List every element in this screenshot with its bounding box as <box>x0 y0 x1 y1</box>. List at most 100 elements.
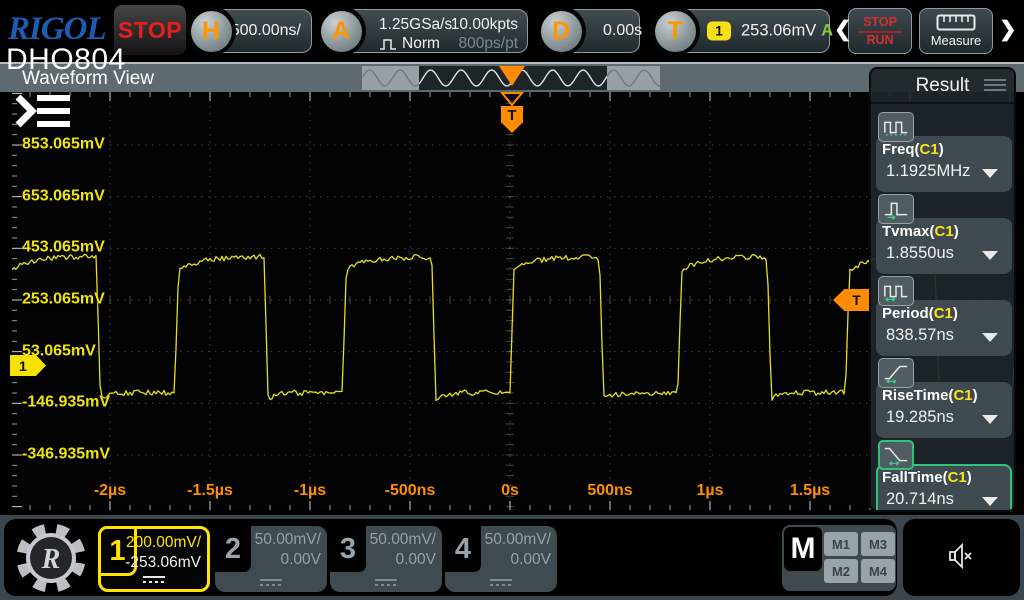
voltage-axis-label: 53.065mV <box>22 341 96 359</box>
measurement-value: 1.1925MHz <box>886 162 971 180</box>
math-m2-button[interactable]: M2 <box>824 559 858 583</box>
channel-4-button[interactable]: 4 50.00mV/0.00V <box>445 526 557 592</box>
delay-value: 0.00s <box>603 22 643 39</box>
channel-number: 2 <box>215 526 251 572</box>
voltage-axis-label: 653.065mV <box>22 186 105 204</box>
trigger-position-triangle[interactable] <box>499 66 525 86</box>
rigol-gear-icon: R <box>16 523 86 592</box>
quick-menu-icon[interactable] <box>12 92 72 130</box>
measurement-card-tvmax[interactable]: Tvmax(C1) 1.8550us <box>876 194 1012 274</box>
channel-offset: 0.00V <box>395 551 436 568</box>
time-axis-label: 0s <box>501 482 519 499</box>
horizontal-key-circle[interactable]: H <box>186 6 236 56</box>
measurement-card-freq[interactable]: Freq(C1) 1.1925MHz <box>876 112 1012 192</box>
math-m4-button[interactable]: M4 <box>861 559 895 583</box>
toolbar-next-chevron[interactable]: ❯ <box>999 18 1017 41</box>
dc-coupling-icon <box>375 579 397 586</box>
tvmax-icon <box>878 194 914 224</box>
trigger-top-flag[interactable]: T <box>501 106 523 133</box>
channel-offset: -253.06mV <box>125 554 201 571</box>
horizontal-key-letter: H <box>190 10 232 52</box>
panel-menu-icon[interactable] <box>984 79 1006 94</box>
result-title-text: Result <box>915 74 970 96</box>
falltime-icon <box>878 440 914 470</box>
measurement-card-body <box>876 300 1012 356</box>
channel-scale: 50.00mV/ <box>484 531 551 548</box>
math-m1-button[interactable]: M1 <box>824 532 858 556</box>
top-toolbar: RIGOL STOP 500.00ns/ H 1.25GSa/s Norm 10… <box>0 0 1024 62</box>
stop-run-top: STOP <box>858 15 902 33</box>
time-axis-label: 500ns <box>587 482 633 499</box>
voltage-axis-label: -346.935mV <box>22 445 111 463</box>
channel-scale: 200.00mV/ <box>126 534 201 551</box>
rigol-gear-button[interactable]: R <box>8 522 94 593</box>
time-axis-label: -500ns <box>384 482 436 499</box>
channel-3-button[interactable]: 3 50.00mV/0.00V <box>330 526 442 592</box>
measurement-card-period[interactable]: Period(C1) 838.57ns <box>876 276 1012 356</box>
channel-1-button[interactable]: 1 200.00mV/ -253.06mV <box>98 526 210 592</box>
dc-coupling-icon <box>490 579 512 586</box>
acquire-settings-button[interactable]: 1.25GSa/s Norm 10.00kpts 800ps/pt A <box>316 6 528 56</box>
measure-label: Measure <box>930 33 982 48</box>
measurement-label: FallTime(C1) <box>882 469 972 486</box>
delay-key-circle[interactable]: D <box>536 6 586 56</box>
dc-coupling-icon <box>260 579 282 586</box>
resolution-value: 800ps/pt <box>458 35 518 52</box>
voltage-axis-label: 853.065mV <box>22 135 105 153</box>
horizontal-scale-value: 500.00ns/ <box>230 22 301 39</box>
pulse-icon <box>380 38 396 50</box>
mute-speaker-icon[interactable] <box>947 542 975 570</box>
result-panel-title: Result <box>871 69 1014 104</box>
trigger-state: A <box>821 21 834 40</box>
voltage-axis-label: -146.935mV <box>22 393 111 411</box>
horizontal-settings-button[interactable]: 500.00ns/ H <box>186 6 312 56</box>
delay-settings-button[interactable]: 0.00s D <box>536 6 643 56</box>
time-axis-label: -2µs <box>93 482 127 499</box>
memory-depth-value: 10.00kpts <box>450 16 518 33</box>
measurement-value: 20.714ns <box>886 490 954 508</box>
period-icon <box>878 276 914 306</box>
measure-button[interactable]: Measure <box>919 8 993 54</box>
channel-1-offset-marker[interactable]: 1 <box>10 355 46 376</box>
measurement-label: Tvmax(C1) <box>882 223 959 240</box>
freq-icon <box>878 112 914 142</box>
measurement-label: Freq(C1) <box>882 141 944 158</box>
math-key[interactable]: M <box>784 527 822 571</box>
measurement-card-risetime[interactable]: RiseTime(C1) 19.285ns <box>876 358 1012 438</box>
dropdown-arrow-icon[interactable] <box>982 333 998 342</box>
measurement-label: Period(C1) <box>882 305 958 322</box>
dropdown-arrow-icon[interactable] <box>982 169 998 178</box>
trigger-source-badge: 1 <box>707 21 731 41</box>
channel-number: 3 <box>330 526 366 572</box>
time-axis-label: 1µs <box>696 482 724 499</box>
channel-scale: 50.00mV/ <box>254 531 321 548</box>
dropdown-arrow-icon[interactable] <box>982 251 998 260</box>
trigger-settings-button[interactable]: 1 253.06mV A T <box>650 6 834 56</box>
channel-2-button[interactable]: 2 50.00mV/0.00V <box>215 526 327 592</box>
trigger-key-circle[interactable]: T <box>650 6 700 56</box>
model-label: DHO804 <box>6 43 126 76</box>
stop-run-button[interactable]: STOP RUN <box>848 8 912 54</box>
voltage-axis-label: 453.065mV <box>22 238 105 256</box>
channel-number: 4 <box>445 526 481 572</box>
svg-text:R: R <box>41 544 61 575</box>
stop-run-bottom: RUN <box>866 32 894 47</box>
time-axis-label: -1µs <box>293 482 327 499</box>
view-title: Waveform View <box>22 68 154 89</box>
trigger-position-outline-icon[interactable] <box>500 92 524 106</box>
measurement-card-body <box>876 218 1012 274</box>
ruler-icon <box>936 14 976 31</box>
acquisition-status-text: STOP <box>117 16 183 43</box>
trigger-level-marker[interactable]: T <box>833 289 871 311</box>
measurement-list: Freq(C1) 1.1925MHz Tvmax(C1) 1.8550us Period… <box>871 107 1014 510</box>
dropdown-arrow-icon[interactable] <box>982 497 998 506</box>
time-axis-label: 1.5µs <box>789 482 831 499</box>
measurement-card-falltime[interactable]: FallTime(C1) 20.714ns <box>876 440 1012 510</box>
math-m3-button[interactable]: M3 <box>861 532 895 556</box>
acquire-key-circle[interactable]: A <box>316 6 366 56</box>
toolbar-prev-chevron[interactable]: ❮ <box>834 18 852 41</box>
graticule-and-waveform <box>12 92 1015 510</box>
risetime-icon <box>878 358 914 388</box>
dropdown-arrow-icon[interactable] <box>982 415 998 424</box>
waveform-display: 853.065mV 653.065mV 453.065mV 253.065mV 53.0… <box>10 92 1015 510</box>
